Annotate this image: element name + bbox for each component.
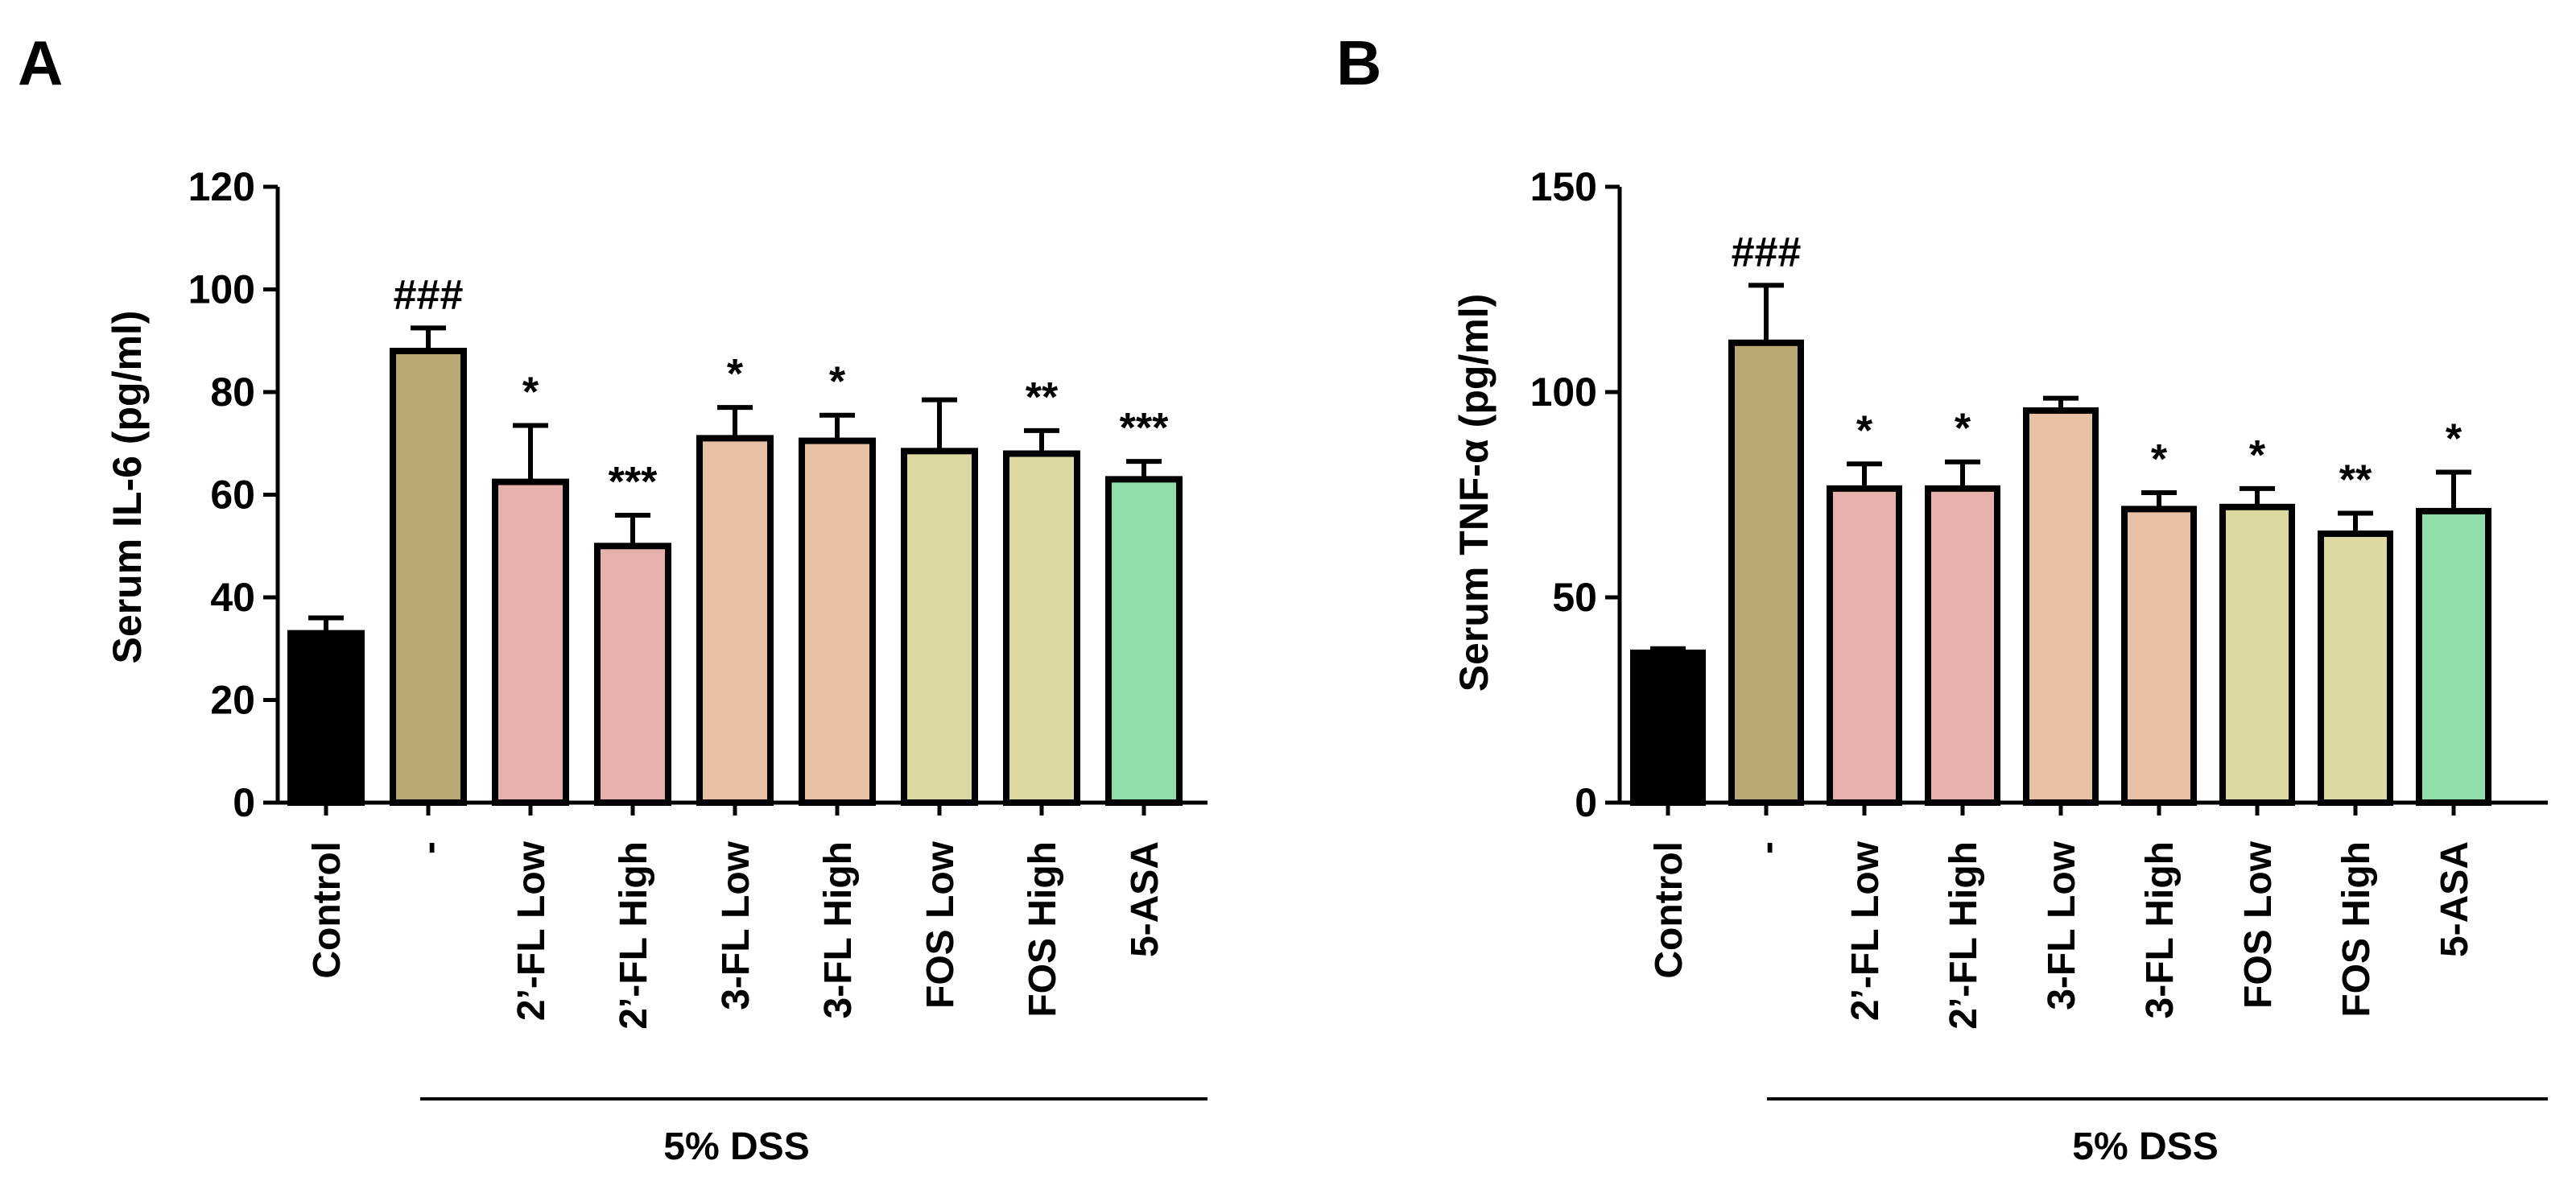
category-label: 5-ASA [1124, 841, 1166, 957]
significance-label: * [829, 359, 846, 406]
y-tick-label: 120 [188, 164, 255, 209]
category-label: FOS Low [919, 840, 962, 1009]
significance-label: ### [394, 271, 464, 318]
category-label: FOS Low [2237, 840, 2280, 1009]
category-label: FOS High [1022, 841, 1064, 1018]
category-labels: Control - 2’-FL Low 2’-FL High 3-FL Low 3-FL … [1648, 840, 2476, 1029]
y-tick-label: 50 [1552, 575, 1597, 620]
y-axis-label: Serum IL-6 (pg/ml) [105, 311, 150, 664]
bar [2023, 407, 2099, 806]
category-label: 5-ASA [2434, 841, 2476, 957]
category-labels: Control - 2’-FL Low 2’-FL High 3-FL Low 3-FL … [306, 840, 1166, 1029]
y-axis-label: Serum TNF-α (pg/ml) [1451, 294, 1496, 692]
significance-label: * [2151, 436, 2168, 483]
significance-markers: ###***** * ***** [394, 271, 1169, 506]
bar [1630, 649, 1706, 806]
group-label: 5% DSS [663, 1125, 809, 1168]
bar [799, 437, 876, 806]
category-label: 2’-FL High [613, 841, 655, 1030]
category-label: Control [306, 841, 349, 979]
category-label: 2’-FL Low [510, 840, 553, 1021]
bar [2318, 530, 2393, 806]
y-tick-label: 0 [233, 780, 255, 825]
y-tick-label: 60 [210, 473, 255, 518]
significance-label: * [727, 351, 744, 398]
bar [390, 348, 467, 806]
category-label: 3-FL Low [2041, 840, 2083, 1010]
category-label: 3-FL High [2139, 841, 2182, 1018]
bar [2416, 507, 2491, 807]
significance-markers: ###* ** **** [1732, 229, 2462, 503]
y-tick-label: 100 [188, 267, 255, 312]
category-label: FOS High [2335, 841, 2378, 1018]
significance-label: ** [2339, 456, 2372, 503]
significance-label: * [522, 369, 539, 415]
bar [696, 435, 774, 806]
y-tick-label: 20 [210, 678, 255, 723]
bar [1105, 476, 1183, 806]
significance-label: *** [609, 459, 658, 506]
y-tick-label: 0 [1575, 780, 1597, 825]
panel-label: A [18, 27, 63, 98]
y-tick-label: 150 [1530, 164, 1597, 209]
error-bars [308, 325, 1162, 634]
bar [287, 630, 365, 806]
category-label: 3-FL Low [715, 840, 758, 1010]
bar [2121, 506, 2197, 806]
significance-label: * [2249, 432, 2266, 479]
bar [1925, 485, 2000, 806]
y-tick-label: 40 [210, 575, 255, 620]
bar [1728, 339, 1804, 806]
bars [1630, 339, 2491, 807]
category-label: - [1746, 841, 1789, 854]
bar [492, 478, 569, 806]
axes: 0 20 40 60 80 100 120 [188, 164, 1208, 825]
group-label: 5% DSS [2072, 1125, 2218, 1168]
category-label: 2’-FL Low [1844, 840, 1887, 1021]
bar [1827, 485, 1902, 806]
bar [901, 448, 978, 806]
category-label: 2’-FL High [1942, 841, 1985, 1030]
panel-a: A Serum IL-6 (pg/ml) 0 20 40 60 80 100 120 ###… [18, 27, 1208, 1168]
category-label: 3-FL High [817, 841, 860, 1018]
significance-label: * [2446, 415, 2462, 462]
error-bars [1650, 283, 2471, 653]
significance-label: ** [1026, 374, 1059, 421]
category-label: - [408, 841, 451, 854]
significance-label: * [1856, 407, 1873, 454]
y-tick-label: 80 [210, 370, 255, 415]
significance-label: *** [1120, 405, 1169, 452]
significance-label: ### [1732, 229, 1802, 275]
panel-label: B [1336, 27, 1381, 98]
bar [2219, 503, 2295, 806]
bar [1003, 450, 1080, 806]
category-label: Control [1648, 841, 1690, 979]
significance-label: * [1955, 406, 1971, 452]
bar [594, 543, 671, 806]
y-tick-label: 100 [1530, 370, 1597, 415]
